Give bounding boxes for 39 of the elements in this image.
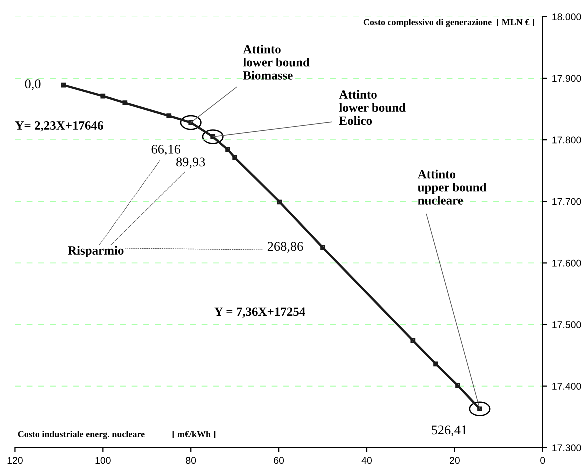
y-tick-label: 17.800 [552, 136, 582, 144]
annotation: 66,16 [152, 145, 181, 156]
point [122, 100, 128, 106]
annotation: Y = 7,36X+17254 [214, 308, 306, 318]
annotation: Attinto lower bound Eolico [339, 90, 406, 126]
point [434, 362, 438, 367]
y-tick-label: 17.600 [552, 260, 582, 267]
x-tick-label: 20 [450, 457, 460, 464]
point [61, 82, 66, 88]
point [320, 245, 326, 250]
point [277, 200, 282, 205]
point [226, 147, 230, 152]
y-tick-label: 17.700 [552, 198, 582, 206]
y-axis-title: Costo complessivo di generazione [ MLN € ] [364, 19, 534, 28]
x-axis-title: Costo industriale energ. nucleare [ m€/kWh ] [18, 431, 216, 440]
y-tick-label: 17.400 [552, 383, 582, 390]
point [456, 383, 460, 388]
x-tick-label: 80 [186, 457, 196, 464]
x-tick-label: 40 [362, 457, 372, 464]
point [100, 94, 106, 99]
point [232, 155, 238, 160]
annotation: Risparmio [68, 246, 124, 258]
annotation: 268,86 [268, 242, 304, 254]
y-tick-label: 17.500 [552, 322, 582, 328]
annotation: 0,0 [25, 80, 41, 90]
x-tick-label: 0 [540, 457, 546, 464]
y-tick-label: 17.300 [552, 444, 582, 452]
point [166, 114, 172, 118]
y-tick-label: 18.000 [552, 14, 582, 21]
annotation: Attinto lower bound Biomasse [243, 44, 310, 80]
point [410, 338, 416, 344]
y-tick-label: 17.900 [552, 75, 582, 82]
x-tick-label: 120 [8, 457, 23, 464]
annotation: Attinto upper bound nucleare [418, 170, 487, 205]
annotation: 89,93 [176, 158, 206, 169]
annotation: 526,41 [432, 426, 467, 437]
x-tick-label: 60 [274, 457, 284, 464]
annotation: Y= 2,23X+17646 [15, 122, 104, 132]
x-tick-label: 100 [96, 457, 111, 464]
